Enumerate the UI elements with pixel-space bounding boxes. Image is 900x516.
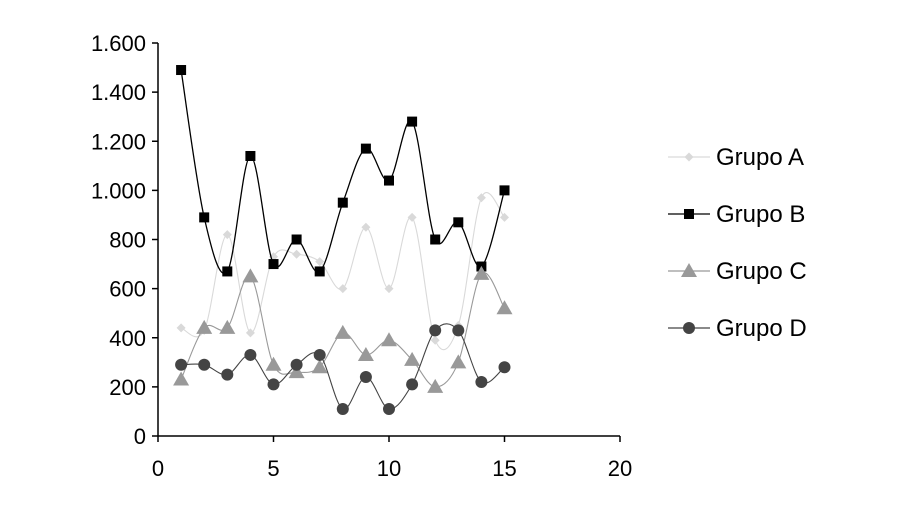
data-point-grupo-a <box>176 323 186 333</box>
data-point-grupo-d <box>175 358 188 371</box>
data-point-grupo-b <box>222 266 233 277</box>
y-tick-label: 1.200 <box>91 129 146 154</box>
data-point-grupo-d <box>267 378 280 391</box>
data-point-grupo-c <box>450 354 467 369</box>
data-point-grupo-a <box>430 335 440 345</box>
data-point-grupo-b <box>268 259 279 270</box>
data-point-grupo-a <box>292 249 302 259</box>
data-point-grupo-c <box>334 324 351 339</box>
legend-label: Grupo A <box>716 144 804 171</box>
data-point-grupo-c <box>404 351 421 366</box>
x-tick-label: 15 <box>492 456 516 481</box>
data-point-grupo-d <box>475 375 488 388</box>
data-point-grupo-a <box>222 230 232 240</box>
data-point-grupo-c <box>173 371 190 386</box>
data-point-grupo-a <box>315 257 325 267</box>
x-tick-label: 5 <box>267 456 279 481</box>
data-point-grupo-c <box>381 332 397 347</box>
legend-label: Grupo B <box>716 201 805 228</box>
y-tick-label: 400 <box>109 326 146 351</box>
data-point-grupo-b <box>245 150 256 161</box>
data-point-grupo-b <box>430 234 441 245</box>
data-point-grupo-d <box>221 368 234 381</box>
data-point-grupo-c <box>242 268 259 283</box>
y-tick-label: 1.400 <box>91 80 146 105</box>
y-tick-label: 1.000 <box>91 178 146 203</box>
data-point-grupo-b <box>453 217 464 228</box>
data-point-grupo-d <box>313 348 326 361</box>
y-tick-label: 600 <box>109 277 146 302</box>
data-point-grupo-b <box>407 116 418 127</box>
data-point-grupo-d <box>336 402 349 415</box>
legend-label: Grupo D <box>716 315 807 342</box>
legend-label: Grupo C <box>716 258 807 285</box>
series-grupo-d <box>175 323 511 415</box>
data-point-grupo-d <box>198 358 211 371</box>
data-point-grupo-a <box>245 328 255 338</box>
x-tick-label: 0 <box>152 456 164 481</box>
data-point-grupo-b <box>360 143 371 154</box>
data-point-grupo-c <box>288 364 305 379</box>
data-point-grupo-c <box>427 378 444 393</box>
data-point-grupo-b <box>291 234 302 245</box>
data-point-grupo-b <box>176 65 187 76</box>
data-point-grupo-b <box>199 212 210 223</box>
series-line-grupo-b <box>180 69 506 275</box>
data-point-grupo-d <box>498 361 511 374</box>
data-point-grupo-c <box>311 359 328 374</box>
legend-marker <box>683 322 695 334</box>
x-tick-label: 20 <box>608 456 632 481</box>
y-tick-label: 0 <box>134 424 146 449</box>
series-grupo-b <box>176 65 510 277</box>
data-point-grupo-a <box>500 212 509 222</box>
data-point-grupo-b <box>314 266 325 277</box>
data-point-grupo-c <box>196 319 213 334</box>
data-point-grupo-d <box>244 348 257 361</box>
series-grupo-c <box>173 265 513 393</box>
data-point-grupo-b <box>499 185 510 196</box>
data-point-grupo-b <box>384 175 394 186</box>
data-point-grupo-d <box>452 324 465 337</box>
y-tick-label: 200 <box>109 375 146 400</box>
legend-entry-grupo-a: Grupo A <box>668 144 804 171</box>
data-point-grupo-a <box>407 212 417 222</box>
data-point-grupo-a <box>476 193 486 203</box>
data-point-grupo-a <box>338 284 348 294</box>
data-point-grupo-d <box>383 402 395 415</box>
data-point-grupo-c <box>357 346 374 361</box>
data-point-grupo-d <box>406 378 419 391</box>
data-point-grupo-d <box>290 358 303 371</box>
plot-area <box>173 65 513 415</box>
legend-entry-grupo-d: Grupo D <box>668 315 807 342</box>
data-point-grupo-c <box>219 319 236 334</box>
data-point-grupo-c <box>265 356 282 371</box>
axes: 0 200 400 600 800 1.000 1.200 1.400 1.600 0 5 10 15 2… <box>91 31 632 481</box>
data-point-grupo-d <box>359 371 372 384</box>
legend-entry-grupo-b: Grupo B <box>668 201 805 228</box>
legend: Grupo A Grupo B Grupo C Grupo D <box>668 144 807 342</box>
data-point-grupo-c <box>473 265 490 280</box>
data-point-grupo-a <box>384 284 394 294</box>
data-point-grupo-c <box>496 300 513 315</box>
y-tick-label: 800 <box>109 228 146 253</box>
legend-marker <box>681 263 697 277</box>
y-tick-label: 1.600 <box>91 31 146 56</box>
data-point-grupo-a <box>361 222 371 232</box>
x-tick-label: 10 <box>377 456 401 481</box>
data-point-grupo-d <box>429 324 442 337</box>
legend-marker <box>684 209 694 219</box>
legend-entry-grupo-c: Grupo C <box>668 258 807 285</box>
legend-marker <box>684 152 694 162</box>
series-grupo-a <box>176 192 509 351</box>
data-point-grupo-b <box>337 197 348 208</box>
